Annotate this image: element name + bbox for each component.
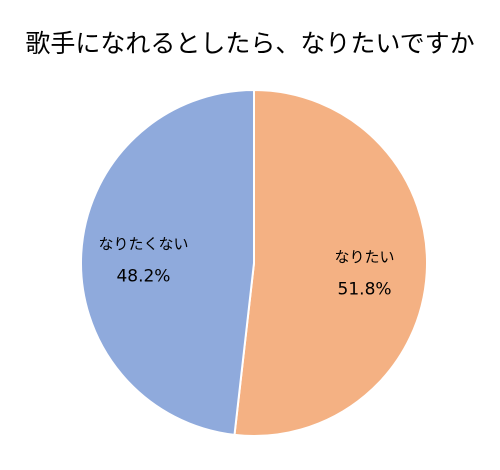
chart-title: 歌手になれるとしたら、なりたいですか	[25, 29, 474, 58]
pie-slice	[80, 88, 255, 437]
slice-label: なりたくない	[98, 235, 188, 253]
slice-label: なりたい	[335, 248, 395, 266]
value-label: 51.8%	[338, 279, 392, 299]
pie-slice	[233, 88, 428, 437]
value-label: 48.2%	[116, 267, 170, 287]
